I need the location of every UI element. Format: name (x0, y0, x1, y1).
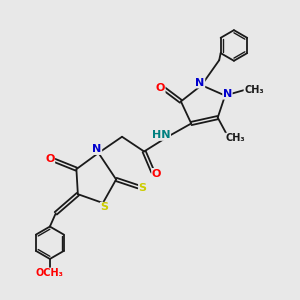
Text: N: N (195, 78, 205, 88)
Text: N: N (223, 89, 232, 99)
Text: HN: HN (152, 130, 170, 140)
Text: O: O (152, 169, 161, 178)
Text: O: O (156, 83, 165, 93)
Text: O: O (45, 154, 55, 164)
Text: CH₃: CH₃ (226, 133, 245, 143)
Text: CH₃: CH₃ (244, 85, 264, 94)
Text: N: N (92, 144, 102, 154)
Text: OCH₃: OCH₃ (36, 268, 64, 278)
Text: S: S (100, 202, 108, 212)
Text: S: S (139, 183, 147, 193)
